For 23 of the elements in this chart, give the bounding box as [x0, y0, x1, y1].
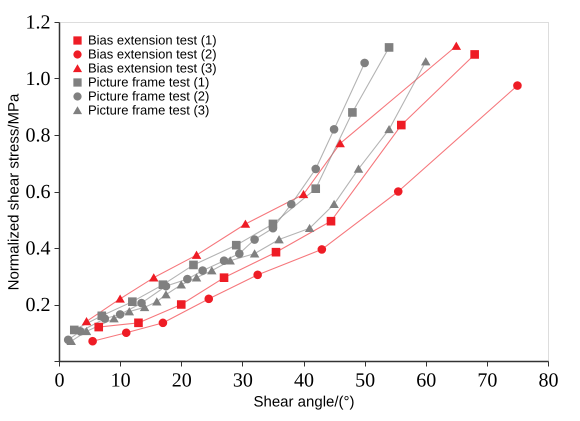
x-tick-label: 40 — [294, 370, 314, 392]
y-tick-label: 0.2 — [26, 294, 50, 316]
x-tick-label: 10 — [110, 370, 131, 392]
x-tick-label: 0 — [54, 370, 64, 392]
x-tick-label: 20 — [172, 370, 192, 392]
x-tick-label: 30 — [232, 370, 253, 392]
legend-label: Bias extension test (1) — [88, 32, 217, 48]
y-tick-label: 1.0 — [26, 68, 50, 90]
y-axis-title: Normalized shear stress/MPa — [6, 92, 22, 290]
x-tick-label: 70 — [477, 370, 498, 392]
y-tick-label: 0.4 — [26, 238, 50, 260]
x-tick-label: 50 — [355, 370, 376, 392]
y-tick-label: 0.8 — [26, 124, 50, 146]
y-tick-label: 1.2 — [26, 12, 50, 34]
legend-label: Picture frame test (3) — [88, 102, 210, 118]
legend-label: Bias extension test (3) — [88, 60, 217, 76]
y-tick-label: 0.6 — [26, 181, 50, 203]
legend-label: Picture frame test (2) — [88, 88, 210, 104]
legend-label: Picture frame test (1) — [88, 74, 210, 90]
x-tick-label: 60 — [416, 370, 436, 392]
x-axis-title: Shear angle/(°) — [253, 394, 355, 410]
legend-label: Bias extension test (2) — [88, 46, 217, 62]
x-tick-label: 80 — [538, 370, 558, 392]
